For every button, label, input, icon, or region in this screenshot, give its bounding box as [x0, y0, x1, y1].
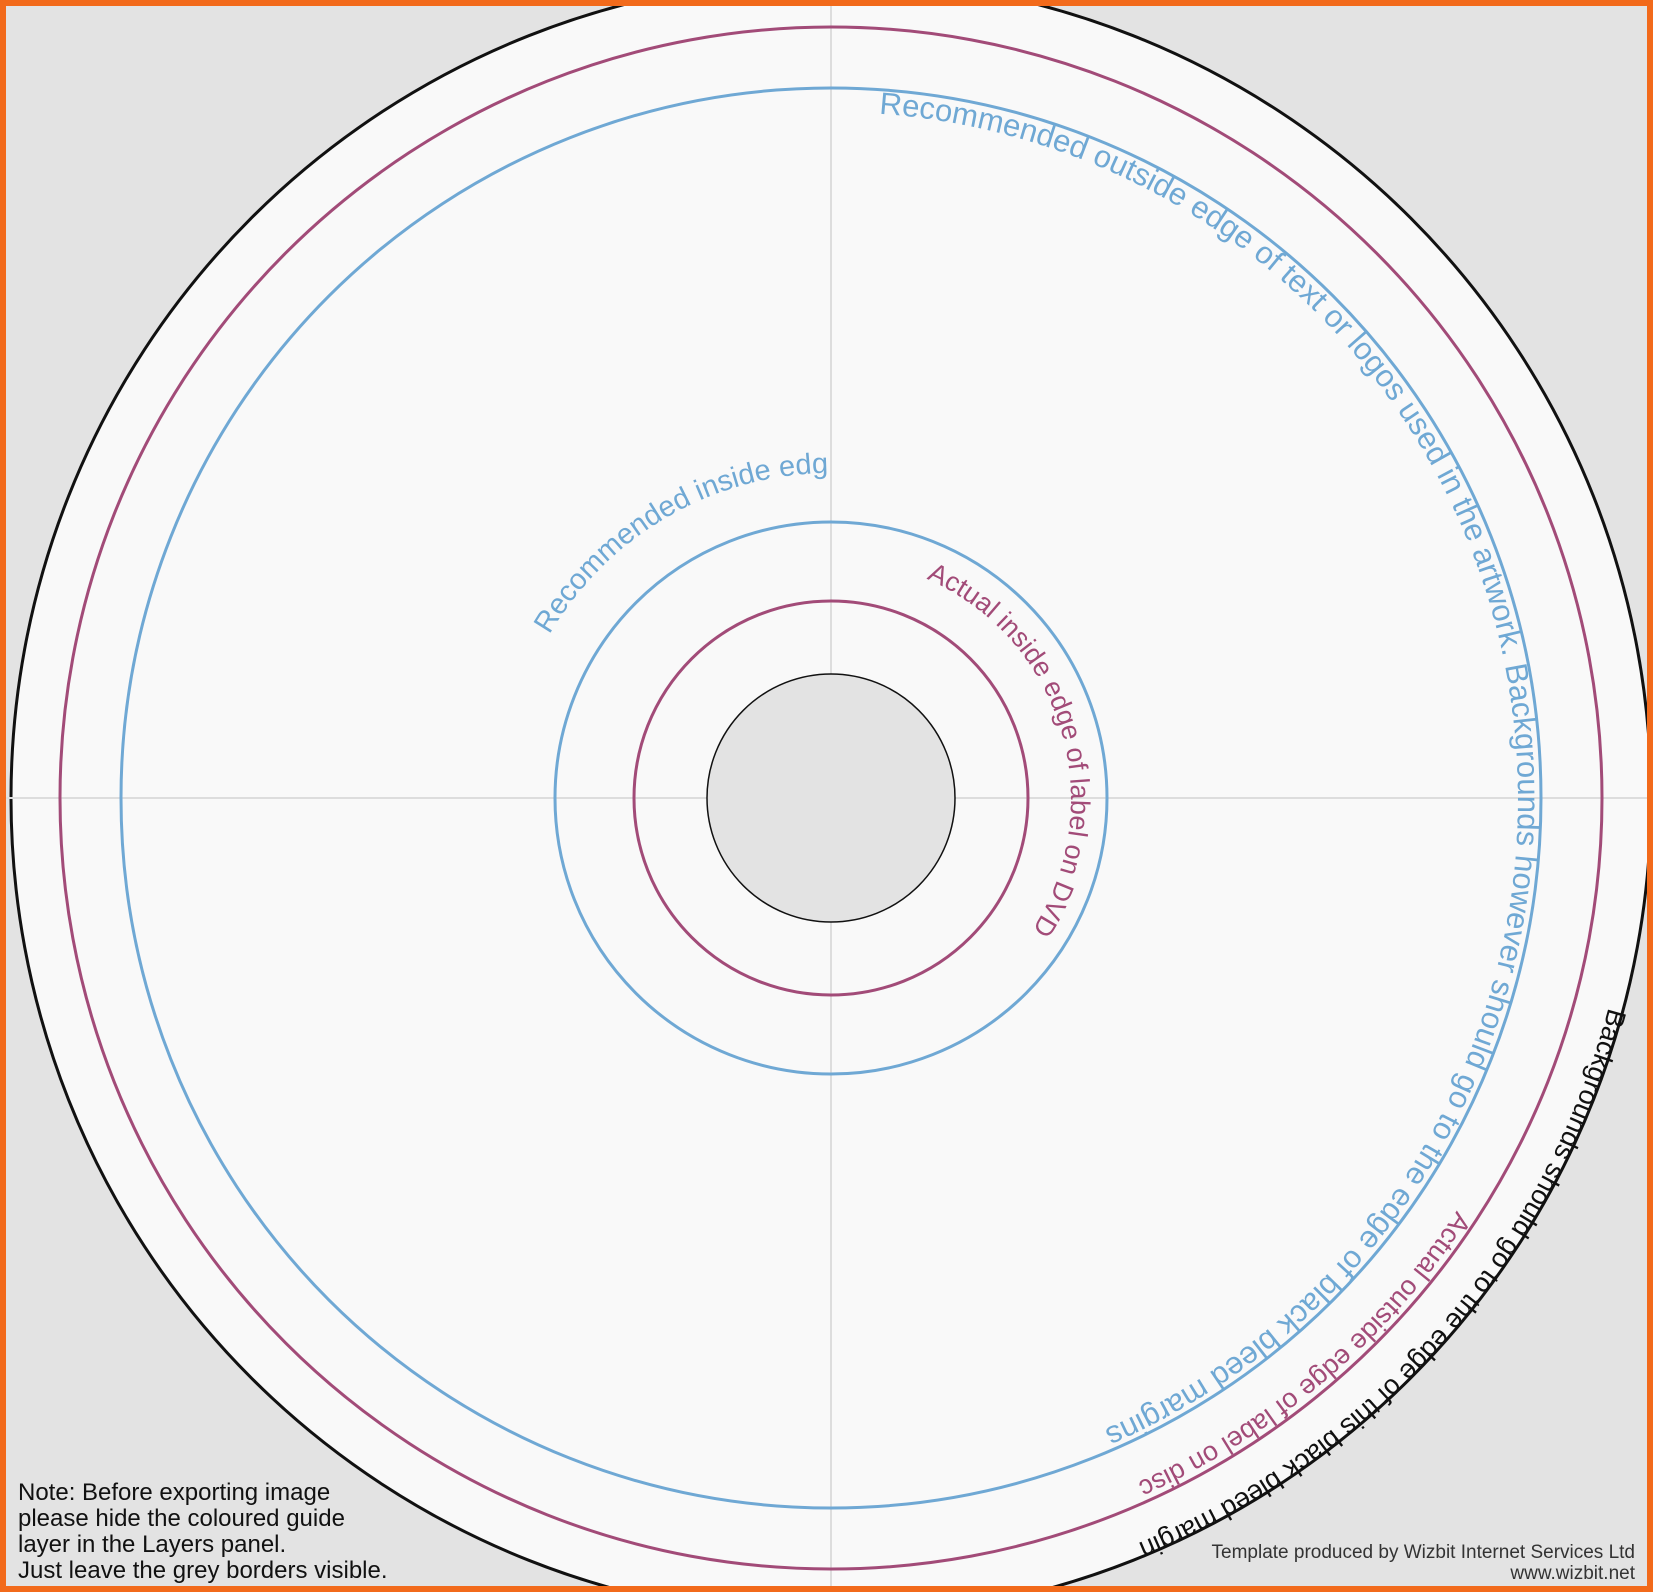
credit-website: www.wizbit.net: [1510, 1563, 1635, 1584]
inner-recommended-ring: [553, 520, 1109, 1076]
center-hole: [706, 673, 956, 923]
outer-recommended-ring: [119, 86, 1543, 1510]
disc-template: Backgrounds should go to the edge of thi…: [6, 6, 1647, 1586]
credit-company: Template produced by Wizbit Internet Ser…: [1211, 1542, 1635, 1563]
outer-label-edge-ring: [58, 25, 1604, 1571]
template-credit: Template produced by Wizbit Internet Ser…: [1212, 1542, 1635, 1584]
inner-label-edge-ring: [632, 599, 1030, 997]
export-note: Note: Before exporting image please hide…: [18, 1479, 388, 1584]
